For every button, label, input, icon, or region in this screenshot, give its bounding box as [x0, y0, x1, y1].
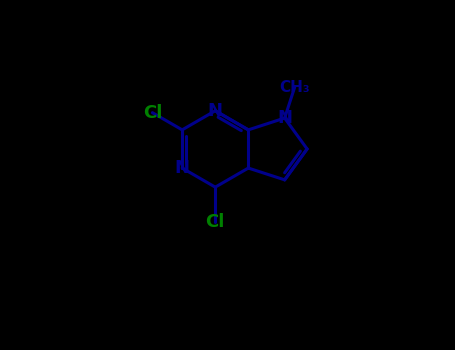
Text: CH₃: CH₃ — [279, 80, 310, 95]
Text: N: N — [208, 102, 223, 120]
Text: Cl: Cl — [143, 104, 162, 122]
Text: N: N — [277, 109, 292, 127]
Text: Cl: Cl — [206, 212, 225, 231]
Text: N: N — [175, 159, 190, 177]
